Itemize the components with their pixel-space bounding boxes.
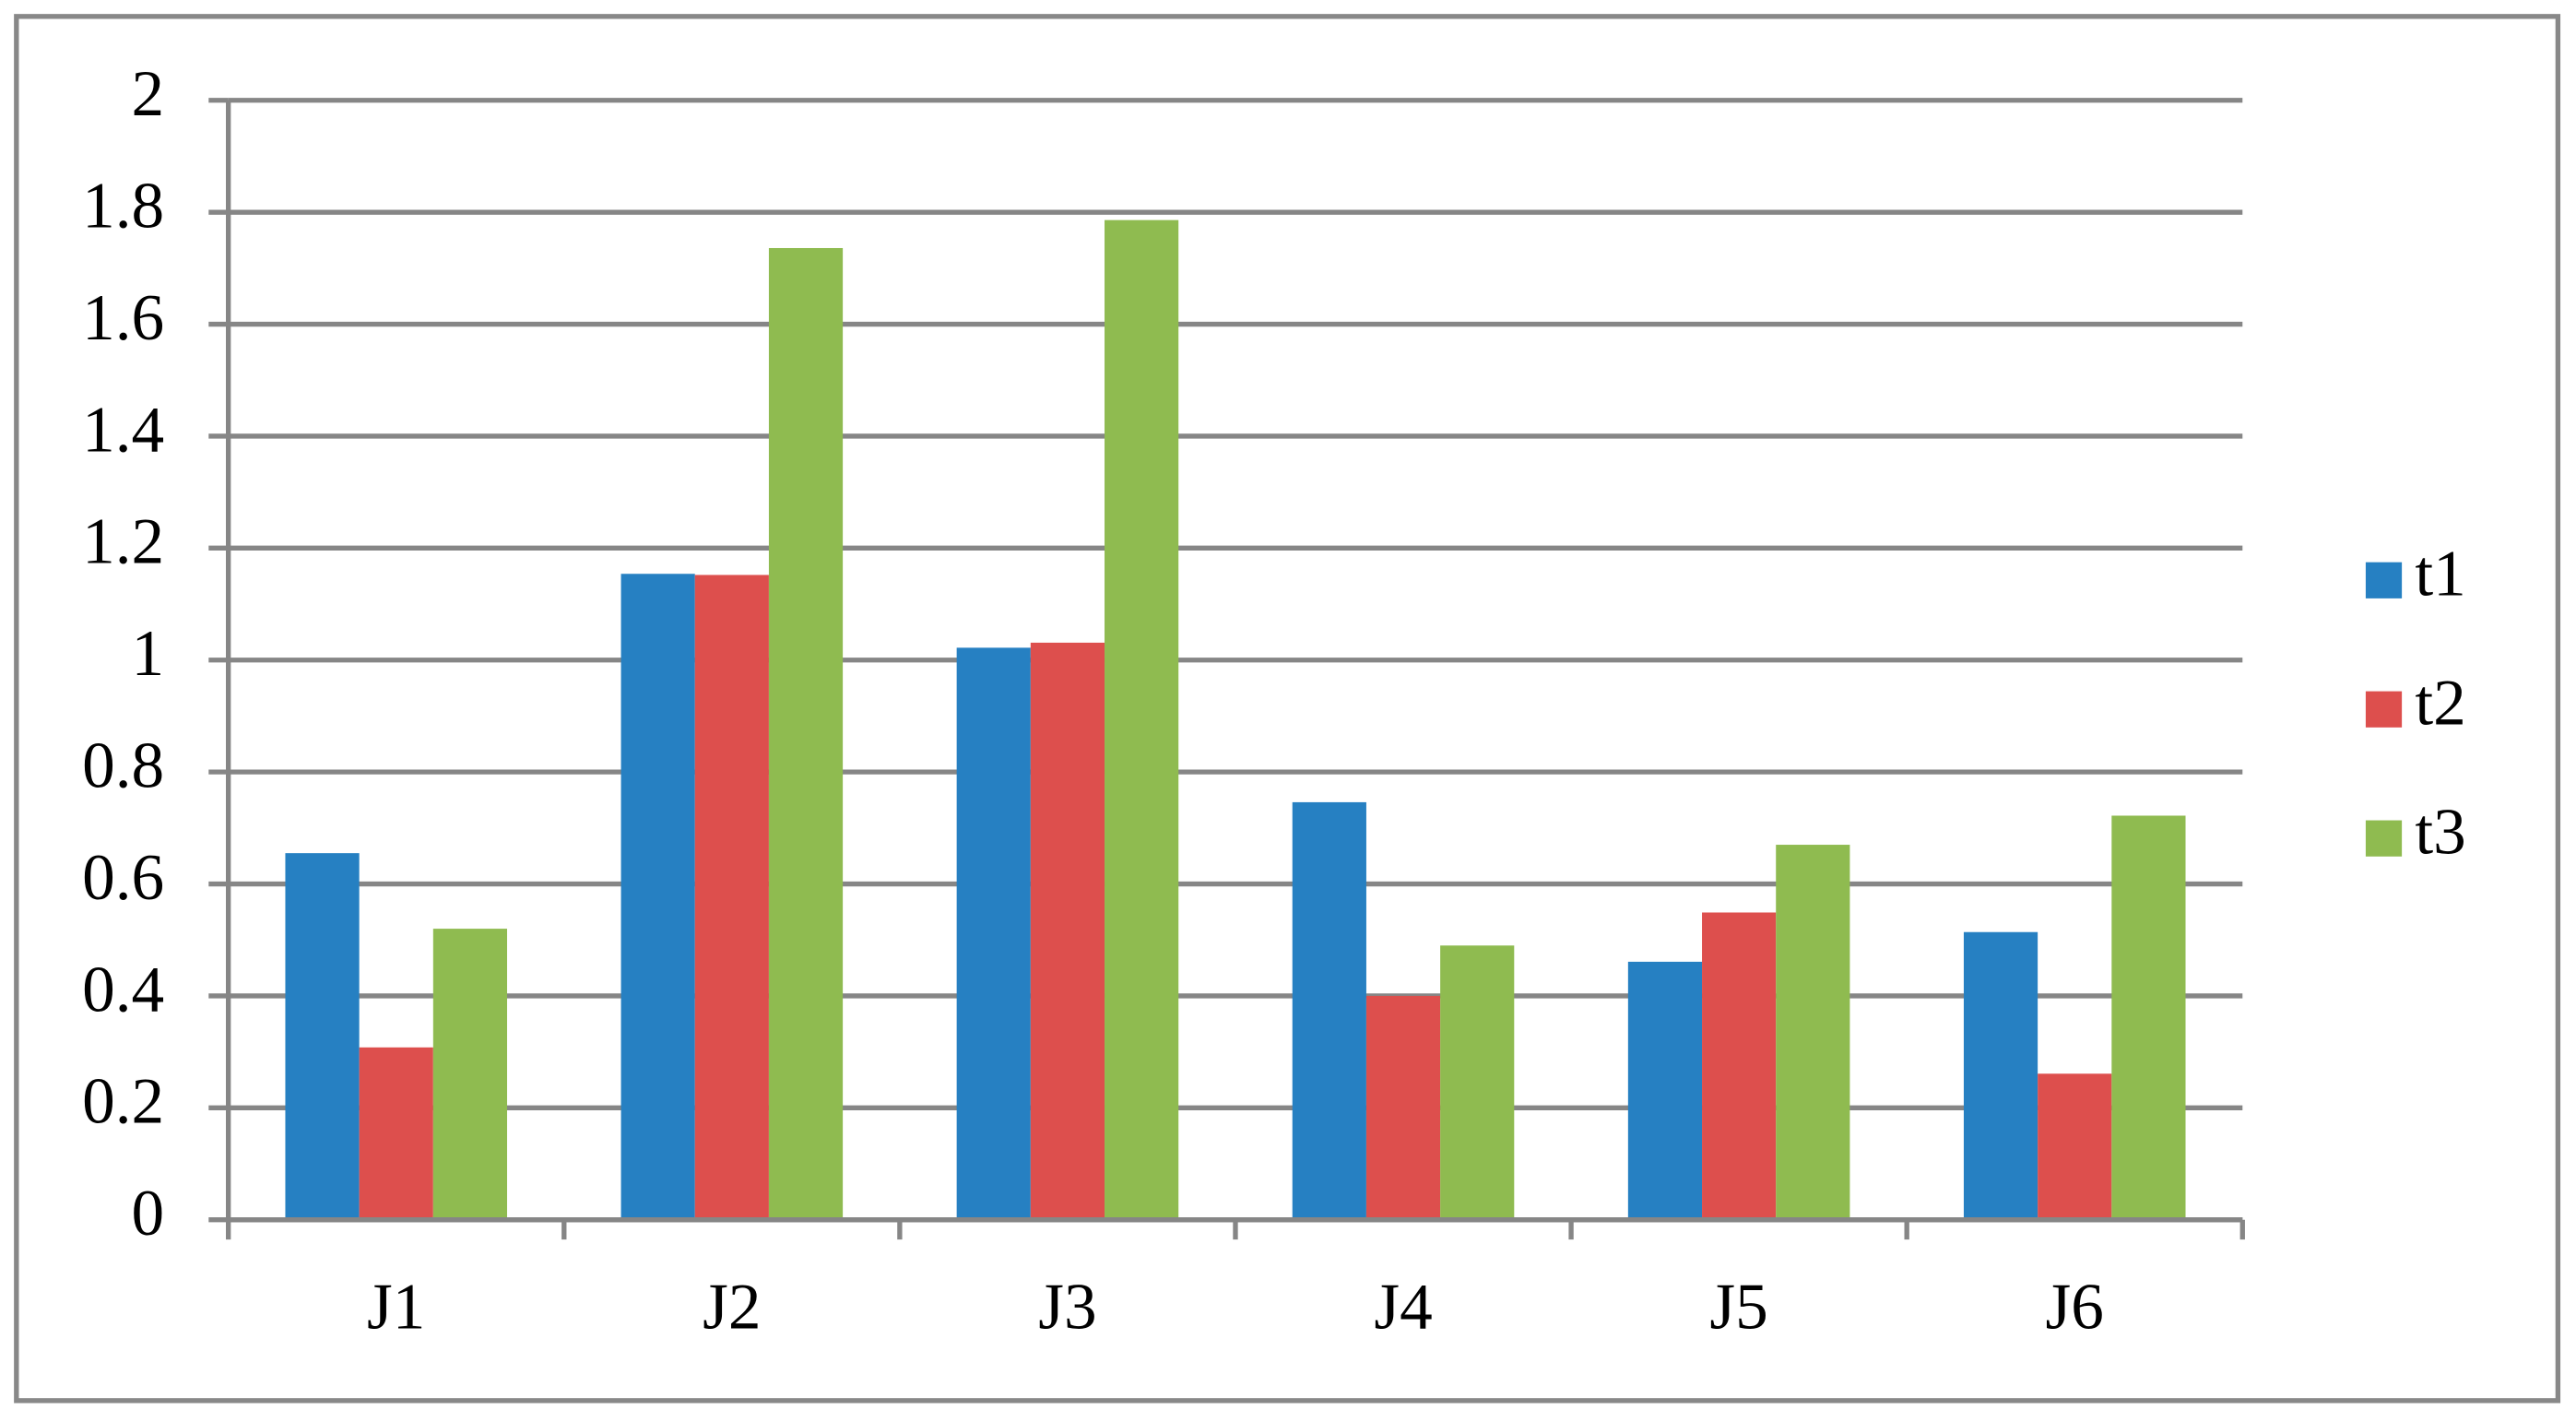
y-tick-label: 1.4 bbox=[82, 393, 164, 466]
bar bbox=[285, 853, 360, 1220]
legend-label: t2 bbox=[2415, 667, 2465, 740]
bar bbox=[1627, 961, 1703, 1220]
y-tick-label: 0.8 bbox=[82, 729, 164, 801]
legend-swatch bbox=[2365, 820, 2403, 857]
y-tick-label: 1.8 bbox=[82, 169, 164, 242]
x-tick-label: J6 bbox=[2046, 1271, 2104, 1344]
bar bbox=[1440, 945, 1515, 1220]
bar bbox=[1963, 931, 2038, 1220]
legend-swatch bbox=[2365, 691, 2403, 728]
bar bbox=[432, 929, 508, 1220]
bar bbox=[956, 647, 1031, 1220]
bar bbox=[1292, 801, 1366, 1220]
bar bbox=[1776, 845, 1850, 1220]
y-tick-label: 2 bbox=[132, 57, 165, 130]
y-tick-label: 1.6 bbox=[82, 281, 164, 354]
bar bbox=[1105, 219, 1179, 1220]
y-tick-label: 0.6 bbox=[82, 841, 164, 914]
x-tick-label: J3 bbox=[1038, 1271, 1096, 1344]
legend-label: t1 bbox=[2415, 538, 2465, 610]
bar bbox=[1365, 995, 1441, 1220]
y-tick-label: 1.2 bbox=[82, 505, 164, 578]
bar bbox=[768, 247, 844, 1220]
bar bbox=[2111, 815, 2186, 1220]
bar bbox=[1030, 642, 1105, 1220]
bar bbox=[620, 574, 695, 1220]
y-tick-label: 1 bbox=[132, 617, 165, 690]
bar bbox=[2038, 1073, 2112, 1220]
y-tick-label: 0 bbox=[132, 1177, 165, 1250]
y-tick-label: 0.4 bbox=[82, 953, 164, 1025]
x-tick-label: J2 bbox=[703, 1271, 761, 1344]
x-tick-label: J1 bbox=[367, 1271, 425, 1344]
bar bbox=[1702, 912, 1777, 1220]
x-tick-label: J4 bbox=[1374, 1271, 1432, 1344]
bar bbox=[359, 1047, 433, 1220]
y-tick-label: 0.2 bbox=[82, 1065, 164, 1138]
legend-label: t3 bbox=[2415, 796, 2465, 869]
bar bbox=[694, 575, 769, 1220]
x-tick-label: J5 bbox=[1709, 1271, 1767, 1344]
legend-swatch bbox=[2365, 562, 2403, 598]
